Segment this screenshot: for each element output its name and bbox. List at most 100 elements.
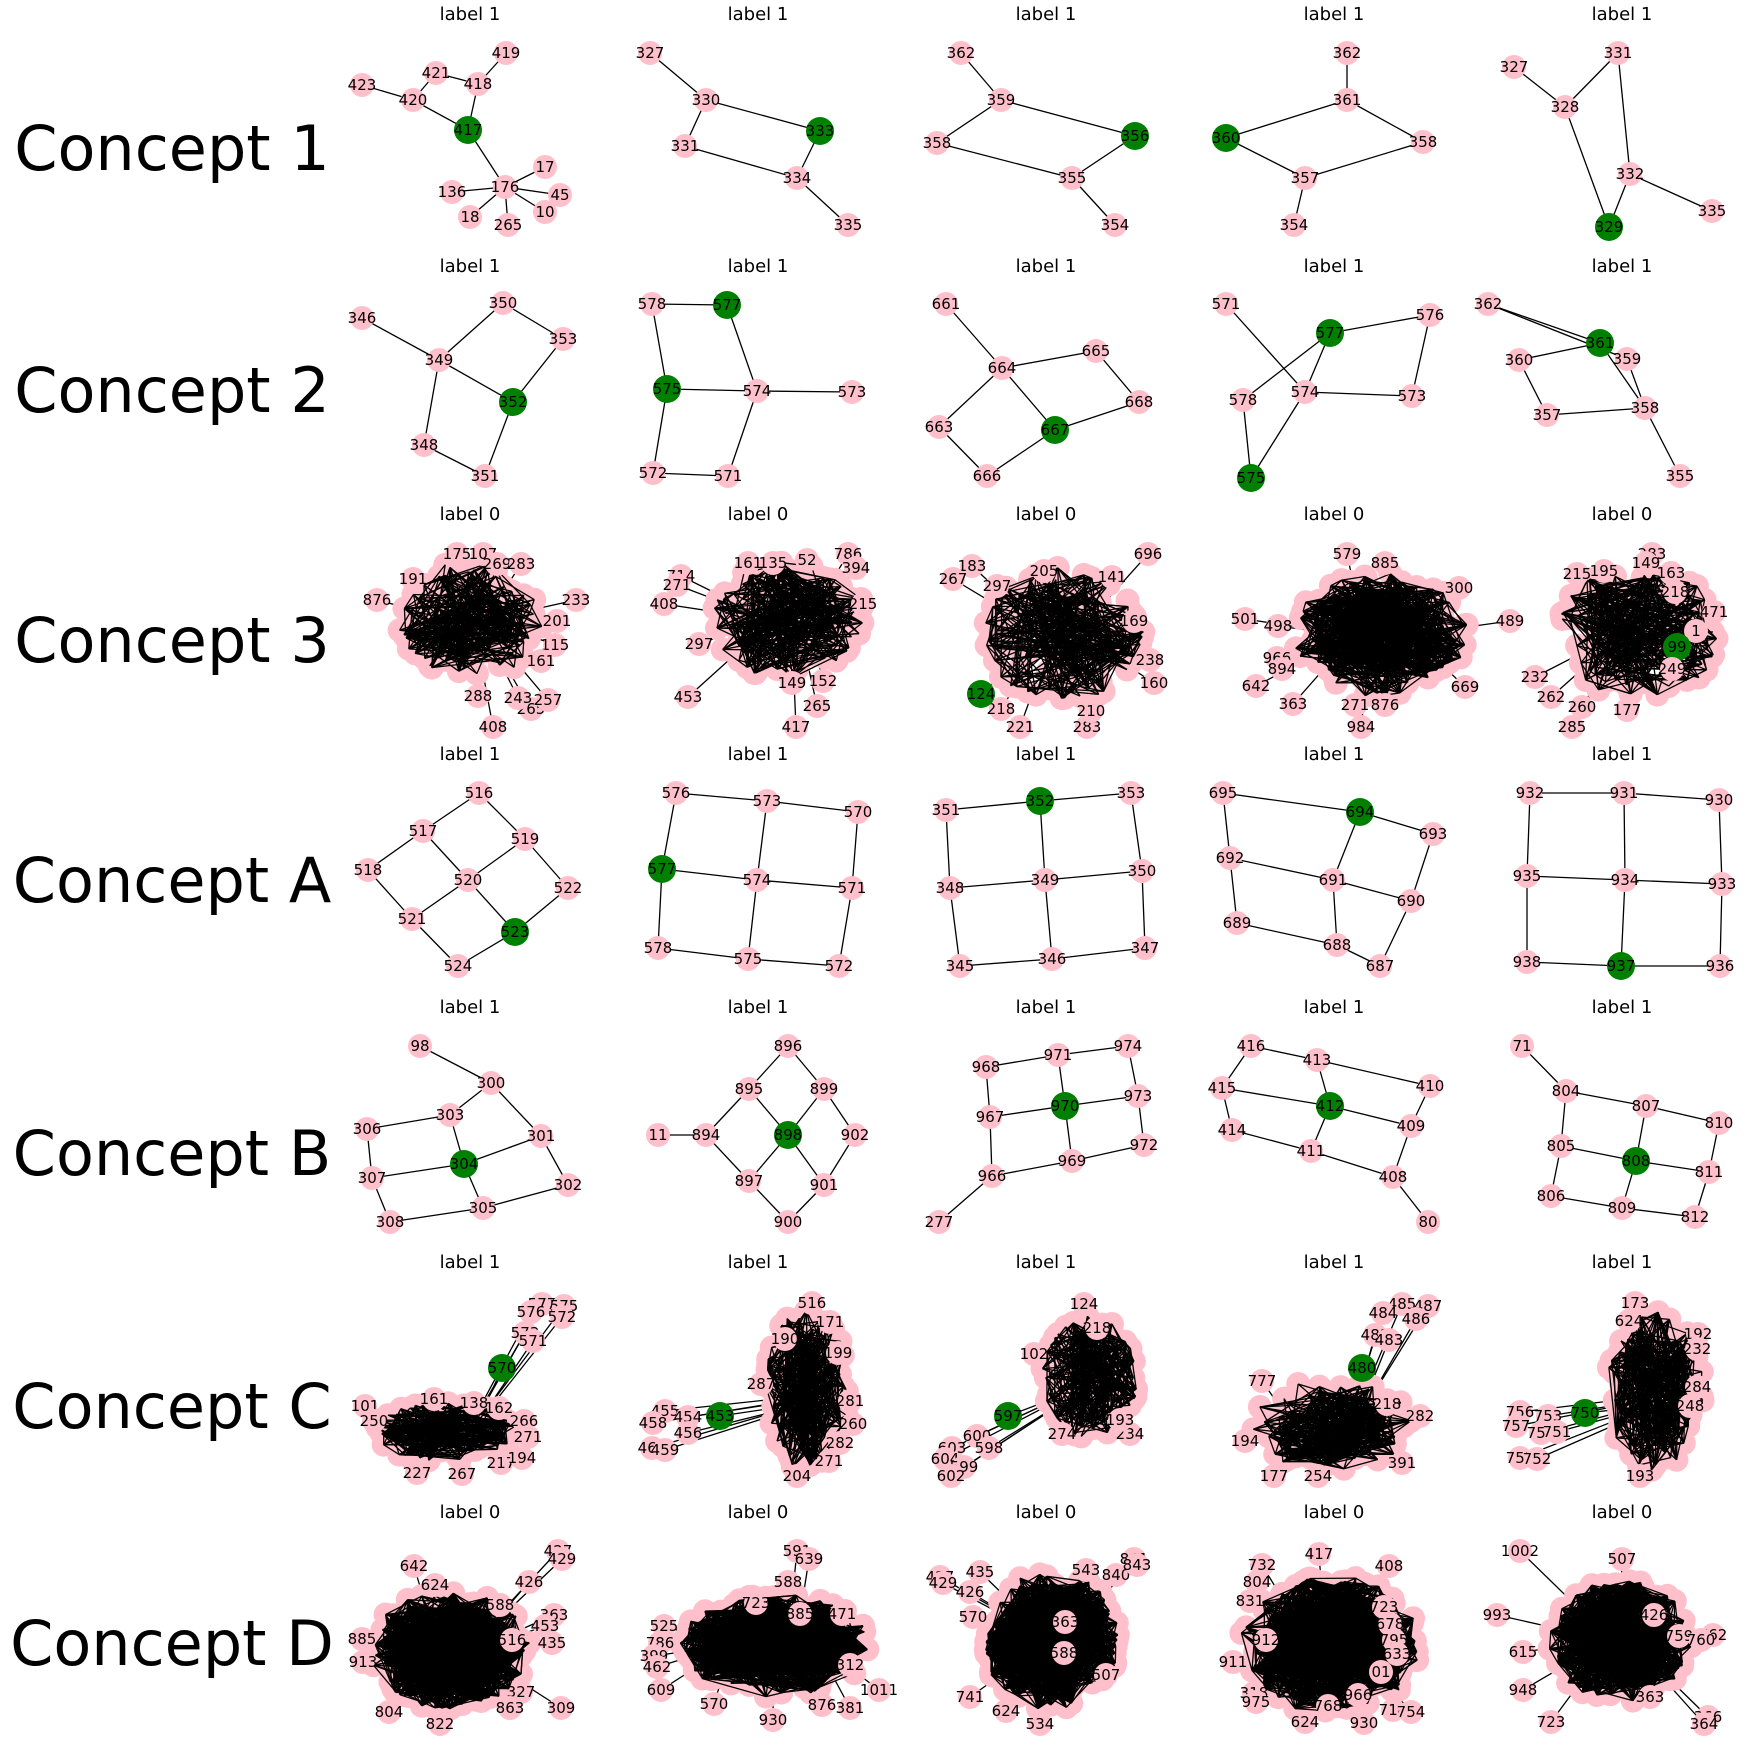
node-label: 574 bbox=[743, 871, 772, 889]
graph-edge bbox=[1488, 304, 1600, 343]
graph-edge bbox=[1226, 304, 1305, 392]
node-label: 352 bbox=[499, 393, 528, 411]
node-label: 307 bbox=[358, 1169, 387, 1187]
panel-title: label 1 bbox=[728, 997, 789, 1018]
panel-title: label 1 bbox=[1592, 256, 1653, 277]
node-label: 152 bbox=[809, 672, 838, 690]
node-label: 191 bbox=[399, 570, 428, 588]
nodes: 661664665668667663666 bbox=[925, 292, 1154, 488]
graph-edge bbox=[728, 391, 757, 476]
panel-r3-c1: label 0175107269283191876 233201115161265… bbox=[363, 504, 591, 739]
edges bbox=[362, 303, 563, 476]
node-label: 177 bbox=[1613, 701, 1642, 719]
node-label: 349 bbox=[1031, 871, 1060, 889]
graph-edge bbox=[424, 360, 439, 445]
node-label: 409 bbox=[1397, 1117, 1426, 1135]
node-label: 489 bbox=[1496, 612, 1525, 630]
node-label: 519 bbox=[511, 830, 540, 848]
panel-r3-c2: label 0714271408161135527863942152974531… bbox=[650, 504, 878, 739]
node-label: 471 bbox=[1700, 603, 1729, 621]
node-label: 394 bbox=[842, 559, 871, 577]
row-labels: Concept 1 Concept 2 Concept 3 Concept A … bbox=[10, 112, 334, 1680]
panel-title: label 1 bbox=[1592, 4, 1653, 25]
graph-edge bbox=[685, 146, 797, 178]
panel-r1-c5: label 1327328331332329335 bbox=[1500, 4, 1727, 241]
panel-r2-c2: label 1578 577575 574 573572 571 bbox=[638, 256, 867, 488]
node-label: 169 bbox=[1120, 612, 1149, 630]
node-label: 285 bbox=[1558, 718, 1587, 736]
nodes: 361362360 359358357355 bbox=[1474, 292, 1695, 488]
node-label: 899 bbox=[810, 1080, 839, 1098]
panel-title: label 1 bbox=[440, 256, 501, 277]
node-label: 267 bbox=[448, 1465, 477, 1483]
node-label: 141 bbox=[1098, 568, 1127, 586]
node-label: 578 bbox=[638, 295, 667, 313]
graph-edge bbox=[1251, 392, 1305, 478]
row-label-concept-3: Concept 3 bbox=[14, 604, 330, 677]
node-label: 936 bbox=[1706, 957, 1735, 975]
node-label: 356 bbox=[1121, 127, 1150, 145]
node-label: 348 bbox=[410, 436, 439, 454]
node-label: 807 bbox=[1632, 1097, 1661, 1115]
node-label: 972 bbox=[1130, 1136, 1159, 1154]
node-label: 805 bbox=[1547, 1137, 1576, 1155]
panel-title: label 1 bbox=[440, 997, 501, 1018]
node-label: 175 bbox=[443, 545, 472, 563]
node-label: 71 bbox=[1512, 1037, 1531, 1055]
node-label: 350 bbox=[1128, 862, 1157, 880]
panel-title: label 1 bbox=[1016, 997, 1077, 1018]
edges bbox=[1226, 53, 1423, 225]
graph-edge bbox=[1222, 1088, 1330, 1106]
node-label: 691 bbox=[1319, 871, 1348, 889]
panel-title: label 0 bbox=[1592, 504, 1653, 525]
panel-r4-c2: label 1576 573570577574 571578575 572 bbox=[644, 744, 873, 978]
node-label: 419 bbox=[492, 44, 521, 62]
node-label: 572 bbox=[639, 464, 668, 482]
panel-r2-c5: label 1361362360 359358357355 bbox=[1474, 256, 1695, 488]
node-label: 984 bbox=[1347, 718, 1376, 736]
node-label: 271 bbox=[1341, 696, 1370, 714]
node-label: 303 bbox=[436, 1106, 465, 1124]
node-label: 221 bbox=[1006, 718, 1035, 736]
graph-edge bbox=[937, 143, 1072, 178]
nodes: 351 352 353348 349 350345 346347 bbox=[932, 781, 1160, 978]
node-label: 262 bbox=[1537, 688, 1566, 706]
node-label: 331 bbox=[1604, 44, 1633, 62]
row-label-concept-2: Concept 2 bbox=[14, 354, 330, 427]
panel-r6-c2: label 1516171190199287281260282271204455… bbox=[638, 1252, 868, 1488]
node-label: 243 bbox=[504, 689, 533, 707]
node-label: 663 bbox=[925, 418, 954, 436]
node-label: 10 bbox=[535, 203, 554, 221]
node-label: 930 bbox=[1705, 791, 1734, 809]
node-label: 305 bbox=[469, 1199, 498, 1217]
node-label: 297 bbox=[685, 635, 714, 653]
node-label: 335 bbox=[1698, 202, 1727, 220]
panel-r1-c3: label 1362359358 356355354 bbox=[923, 4, 1150, 237]
node-label: 363 bbox=[1279, 695, 1308, 713]
node-label: 163 bbox=[1657, 564, 1686, 582]
node-label: 306 bbox=[353, 1120, 382, 1138]
graph-edge bbox=[1624, 793, 1625, 880]
node-label: 974 bbox=[1114, 1037, 1143, 1055]
row-label-concept-b: Concept B bbox=[13, 1117, 332, 1190]
node-label: 810 bbox=[1705, 1114, 1734, 1132]
node-label: 577 bbox=[713, 296, 742, 314]
panel-r5-c4: label 141641341041541240941441140880 bbox=[1208, 997, 1445, 1234]
node-label: 277 bbox=[925, 1213, 954, 1231]
node-label: 195 bbox=[1590, 562, 1619, 580]
node-label: 357 bbox=[1533, 406, 1562, 424]
node-label: 355 bbox=[1666, 467, 1695, 485]
panel-title: label 0 bbox=[440, 504, 501, 525]
panel-title: label 1 bbox=[1592, 744, 1653, 765]
node-label: 571 bbox=[714, 467, 743, 485]
node-label: 414 bbox=[1218, 1121, 1247, 1139]
row-label-concept-c: Concept C bbox=[12, 1370, 331, 1443]
panel-title: label 1 bbox=[1016, 256, 1077, 277]
node-label: 935 bbox=[1513, 867, 1542, 885]
node-label: 523 bbox=[501, 923, 530, 941]
node-label: 932 bbox=[1516, 784, 1545, 802]
node-label: 334 bbox=[783, 169, 812, 187]
